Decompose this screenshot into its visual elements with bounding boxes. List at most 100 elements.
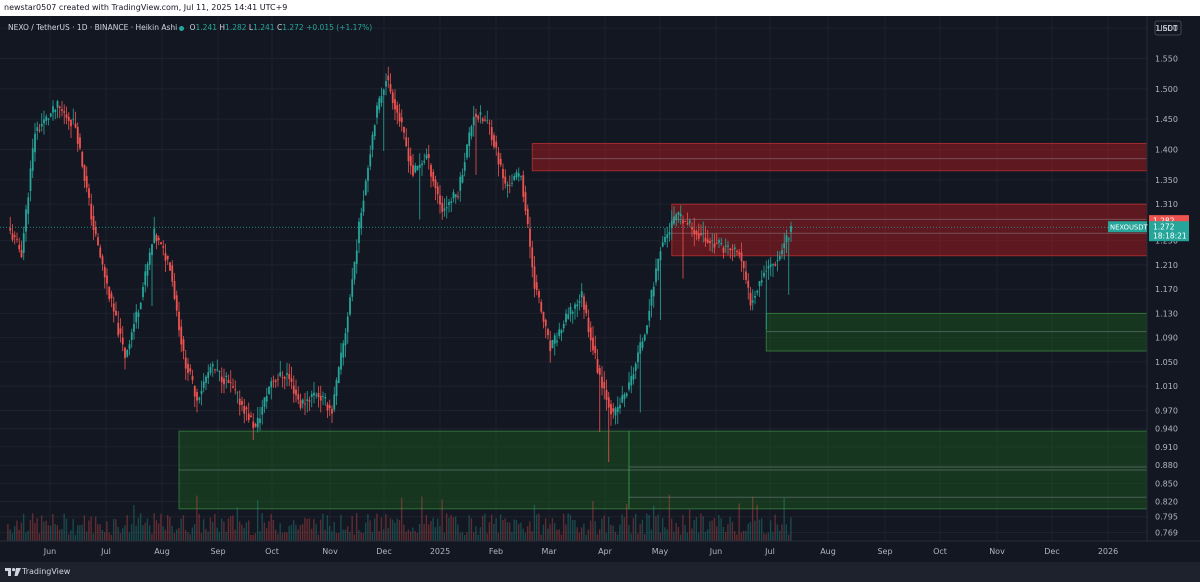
- time-axis[interactable]: [0, 541, 1200, 562]
- volume-bar: [720, 518, 722, 541]
- candle-body: [245, 407, 248, 410]
- candle-body: [643, 334, 646, 341]
- candle-body: [661, 242, 664, 247]
- currency-label[interactable]: USDT: [1157, 24, 1178, 33]
- volume-bar: [398, 519, 401, 541]
- volume-bar: [695, 517, 698, 541]
- currency-box[interactable]: [1154, 20, 1182, 36]
- volume-bar: [637, 533, 639, 541]
- candle-body: [571, 311, 574, 314]
- candle-body: [745, 271, 747, 280]
- tradingview-logo-icon[interactable]: [5, 568, 21, 576]
- candle-body: [108, 286, 111, 300]
- candle-body: [72, 118, 75, 120]
- volume-bar: [441, 499, 443, 541]
- chart-area[interactable]: 1.6001.5501.5001.4501.4001.3501.3101.250…: [0, 16, 1200, 562]
- candle-body: [292, 385, 295, 394]
- price-tick-label: 0.880: [1155, 461, 1178, 470]
- symbol-info[interactable]: NEXO / TetherUS · 1D · BINANCE · Heikin …: [8, 23, 178, 32]
- volume-bar: [673, 531, 675, 541]
- low-label: L: [248, 23, 254, 32]
- volume-bar: [619, 524, 621, 541]
- candle-body: [596, 359, 599, 373]
- volume-bar: [650, 529, 653, 541]
- volume-bar: [700, 513, 702, 541]
- volume-bar: [160, 513, 162, 541]
- volume-bar: [268, 521, 270, 541]
- time-tick-label: Nov: [989, 547, 1005, 556]
- candle-body: [241, 401, 243, 405]
- volume-bar: [760, 518, 763, 541]
- volume-bar: [180, 518, 182, 541]
- footer-brand[interactable]: TradingView: [22, 567, 71, 576]
- volume-bar: [790, 517, 792, 541]
- volume-bar: [335, 532, 338, 541]
- footer-bar: TradingView: [0, 562, 1200, 582]
- candle-body: [173, 281, 176, 299]
- volume-bar: [7, 524, 9, 541]
- volume-bar: [783, 497, 785, 541]
- candle-body: [587, 317, 590, 333]
- volume-bar: [243, 528, 245, 541]
- candle-body: [441, 202, 444, 212]
- candle-body: [472, 116, 475, 126]
- candle-body: [769, 264, 772, 267]
- candle-body: [315, 394, 318, 396]
- candle-body: [495, 141, 498, 148]
- volume-bar: [457, 524, 459, 541]
- candle-body: [88, 188, 90, 198]
- candle-body: [754, 295, 756, 298]
- candle-body: [355, 250, 358, 264]
- candle-body: [234, 389, 237, 391]
- price-axis[interactable]: [1147, 16, 1200, 562]
- candle-body: [337, 367, 340, 384]
- volume-bar: [128, 532, 131, 541]
- volume-bar: [34, 522, 36, 541]
- volume-bar: [569, 514, 572, 541]
- price-tick-label: 1.010: [1155, 382, 1178, 391]
- candle-body: [452, 192, 455, 199]
- volume-bar: [785, 524, 788, 541]
- candle-body: [702, 232, 705, 235]
- candle-body: [279, 372, 282, 377]
- close-label: C: [276, 23, 283, 32]
- volume-bar: [580, 527, 583, 541]
- demand-zone: [178, 430, 630, 510]
- price-tick-label: 1.550: [1155, 54, 1178, 63]
- volume-bar: [47, 525, 50, 541]
- volume-bar: [331, 531, 333, 541]
- candle-body: [576, 304, 579, 307]
- candle-body: [659, 251, 662, 261]
- price-tick-label: 1.170: [1155, 285, 1178, 294]
- candle-body: [128, 344, 131, 350]
- volume-bar: [733, 531, 736, 541]
- caption-text: newstar0507 created with TradingView.com…: [4, 3, 288, 12]
- volume-bar: [610, 524, 612, 541]
- volume-bar: [470, 518, 473, 541]
- volume-bar: [196, 495, 198, 541]
- volume-bar: [495, 518, 497, 541]
- volume-bar: [571, 520, 574, 541]
- volume-bar: [625, 503, 628, 541]
- volume-bar: [189, 534, 191, 541]
- high-price-tag: [1149, 215, 1189, 227]
- candle-body: [641, 341, 644, 348]
- volume-bar: [475, 526, 477, 541]
- candle-body: [137, 312, 140, 317]
- candle-body: [513, 175, 516, 180]
- volume-bar: [655, 516, 657, 541]
- volume-bar: [146, 518, 149, 541]
- candle-body: [673, 216, 675, 224]
- volume-bar: [652, 505, 655, 541]
- demand-zone: [765, 312, 1148, 352]
- volume-bar: [508, 522, 511, 541]
- candle-body: [295, 389, 297, 396]
- candle-body: [601, 376, 603, 388]
- candle-body: [45, 116, 48, 121]
- price-chart[interactable]: 1.6001.5501.5001.4501.4001.3501.3101.250…: [0, 16, 1200, 562]
- volume-bar: [551, 518, 554, 541]
- volume-bar: [342, 529, 344, 541]
- candle-body: [463, 162, 466, 171]
- candle-body: [567, 314, 570, 319]
- volume-bar: [556, 529, 558, 541]
